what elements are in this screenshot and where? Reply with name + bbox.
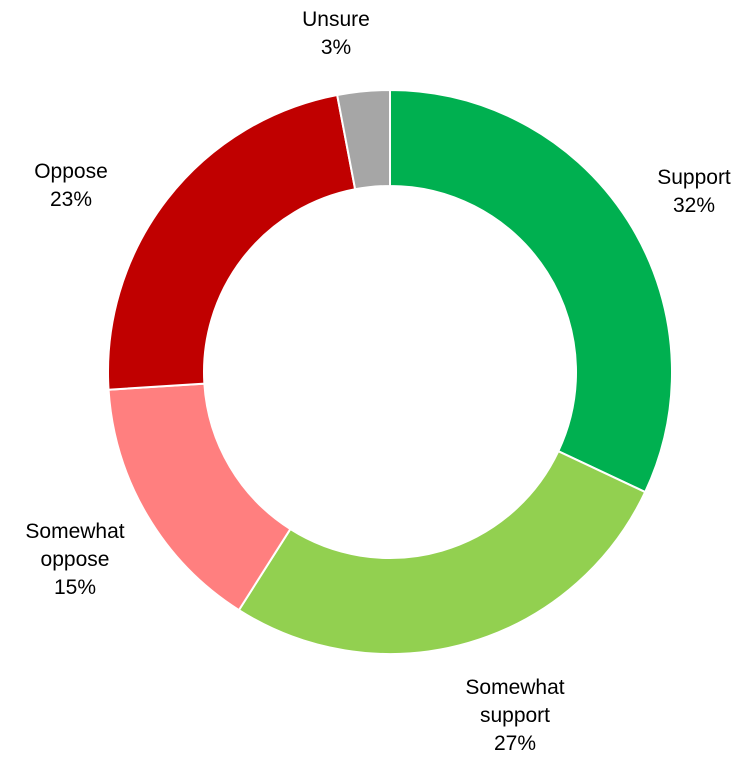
slice-unsure — [335, 88, 391, 191]
slice-label-somewhat-support-name-2: support — [479, 704, 551, 727]
slice-label-oppose-name: Oppose — [34, 160, 108, 183]
slice-label-somewhat-oppose-value: 15% — [53, 576, 97, 599]
slice-label-somewhat-oppose: Somewhat oppose 15% — [0, 518, 150, 602]
slice-label-unsure-name: Unsure — [302, 8, 370, 31]
slice-somewhat-support — [237, 449, 647, 655]
slice-label-support: Support 32% — [634, 164, 747, 220]
slice-label-somewhat-oppose-name-1: Somewhat — [25, 520, 125, 543]
slice-label-unsure: Unsure 3% — [276, 6, 396, 62]
slice-support — [389, 88, 673, 494]
slice-label-support-name: Support — [657, 166, 731, 189]
slice-label-somewhat-oppose-name-2: oppose — [40, 548, 110, 571]
slice-label-somewhat-support: Somewhat support 27% — [440, 674, 590, 758]
slice-label-somewhat-support-name-1: Somewhat — [465, 676, 565, 699]
donut-slices — [107, 88, 673, 655]
slice-label-support-value: 32% — [672, 194, 716, 217]
slice-label-unsure-value: 3% — [320, 36, 352, 59]
slice-label-oppose-value: 23% — [49, 188, 93, 211]
slice-oppose — [107, 93, 357, 391]
slice-label-somewhat-support-value: 27% — [493, 732, 537, 755]
slice-label-oppose: Oppose 23% — [16, 158, 126, 214]
